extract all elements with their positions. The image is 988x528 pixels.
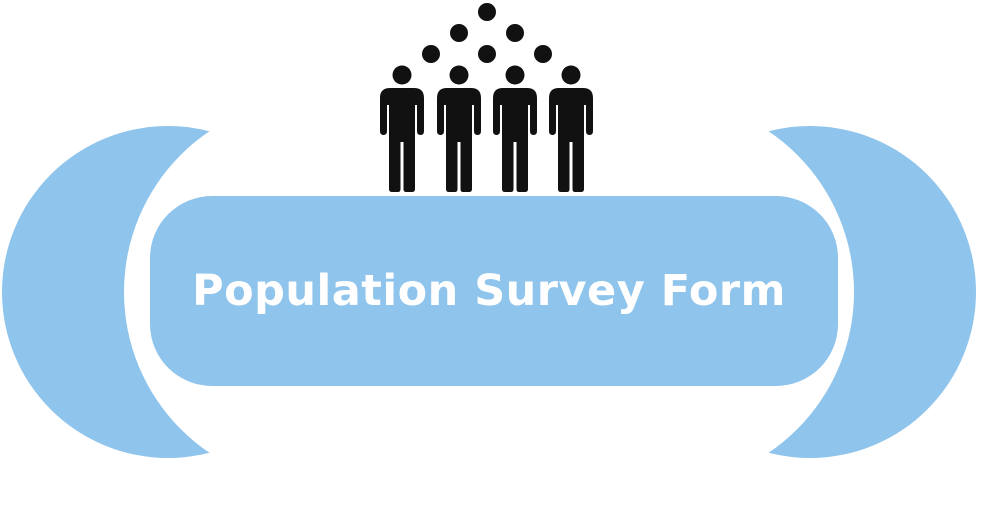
person-icon bbox=[493, 65, 537, 192]
person-icon bbox=[549, 65, 593, 192]
person-icon bbox=[380, 65, 424, 192]
banner-title: Population Survey Form bbox=[192, 266, 786, 316]
people-group-icon bbox=[380, 3, 593, 192]
dots-pyramid bbox=[422, 3, 552, 63]
person-icon bbox=[437, 65, 481, 192]
title-banner bbox=[150, 196, 838, 386]
